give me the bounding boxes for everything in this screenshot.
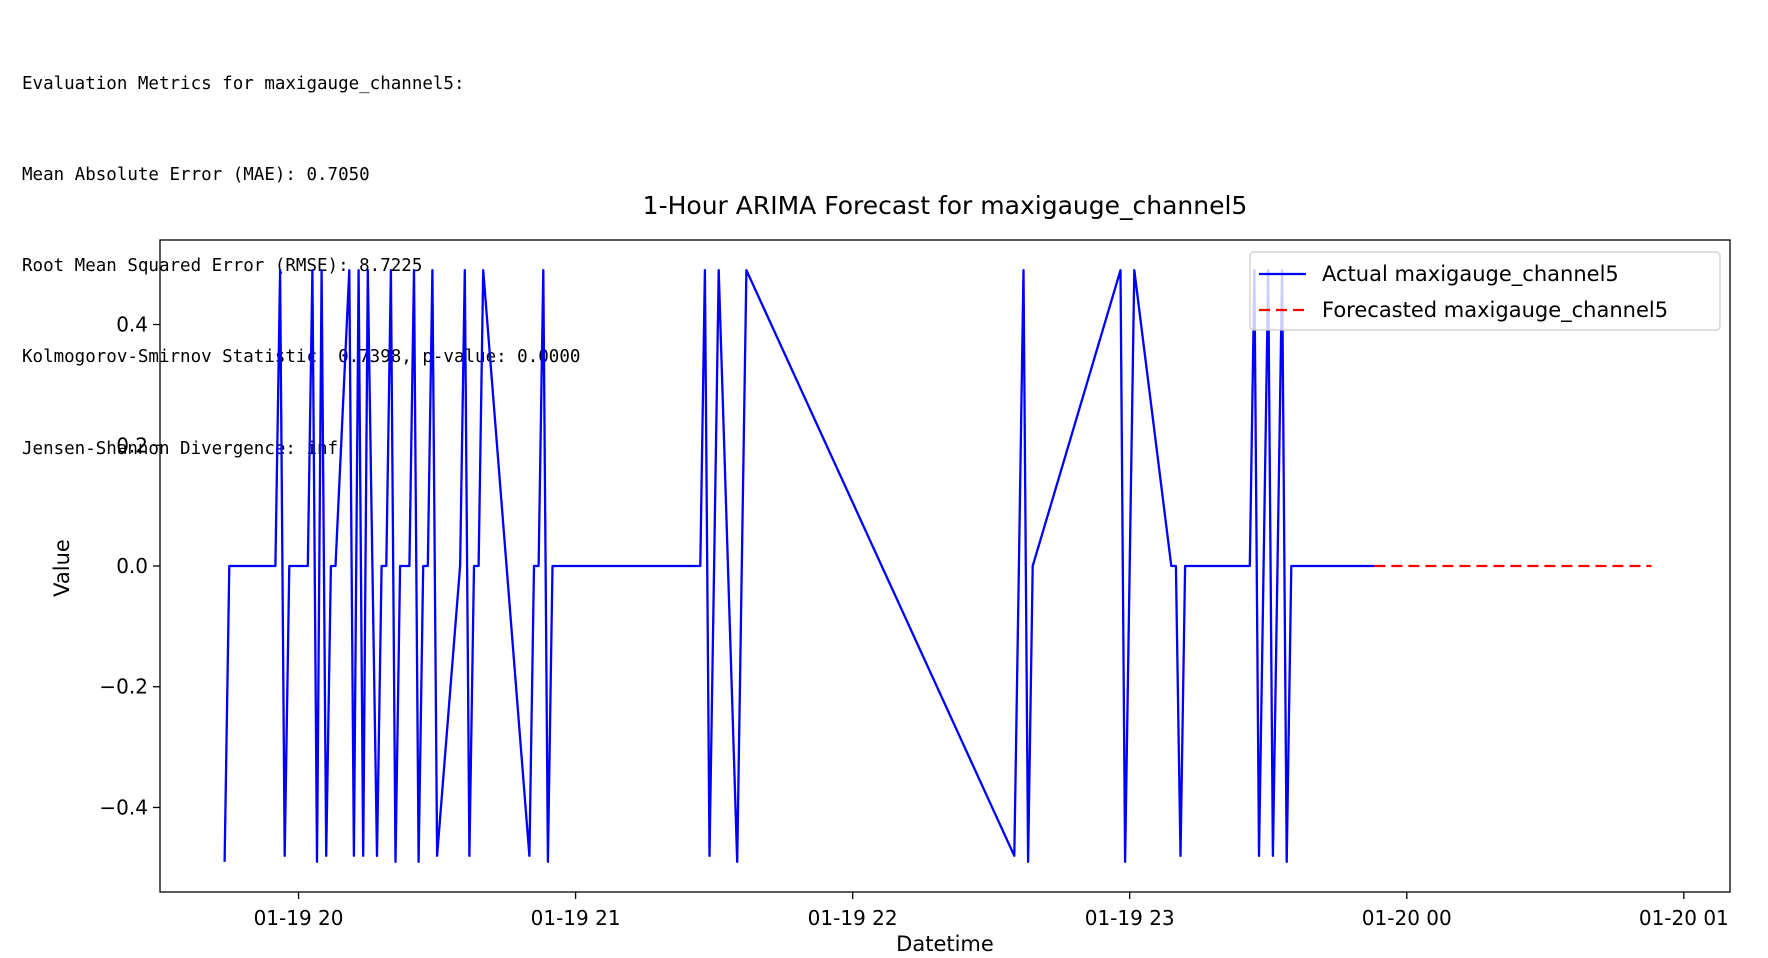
- chart-title: 1-Hour ARIMA Forecast for maxigauge_chan…: [643, 191, 1248, 220]
- x-tick-label: 01-19 22: [808, 906, 898, 930]
- x-tick-label: 01-20 00: [1362, 906, 1452, 930]
- legend-label: Actual maxigauge_channel5: [1322, 262, 1619, 287]
- metric-mae: Mean Absolute Error (MAE): 0.7050: [22, 165, 370, 186]
- metric-rmse: Root Mean Squared Error (RMSE): 8.7225: [22, 256, 423, 277]
- y-axis-label: Value: [50, 539, 74, 597]
- metrics-heading: Evaluation Metrics for maxigauge_channel…: [22, 73, 465, 94]
- series-layer: [223, 269, 1652, 863]
- axes: 01-19 20 01-19 21 01-19 22 01-19 23 01-20 00…: [99, 313, 1728, 930]
- y-tick-label: 0.0: [116, 554, 148, 578]
- x-axis-label: Datetime: [896, 932, 994, 956]
- y-tick-label: −0.2: [99, 675, 148, 699]
- x-tick-label: 01-19 23: [1085, 906, 1175, 930]
- actual-series-line: [223, 269, 1375, 863]
- y-tick-label: 0.2: [116, 433, 148, 457]
- forecast-chart: 1-Hour ARIMA Forecast for maxigauge_chan…: [50, 191, 1731, 956]
- legend: Actual maxigauge_channel5 Forecasted maxi…: [1249, 251, 1721, 331]
- x-tick-label: 01-20 01: [1639, 906, 1729, 930]
- legend-frame: [1249, 251, 1721, 331]
- legend-label: Forecasted maxigauge_channel5: [1322, 298, 1668, 323]
- x-tick-label: 01-19 20: [254, 906, 344, 930]
- y-tick-label: −0.4: [99, 795, 148, 819]
- x-tick-label: 01-19 21: [531, 906, 621, 930]
- y-tick-label: 0.4: [116, 313, 148, 337]
